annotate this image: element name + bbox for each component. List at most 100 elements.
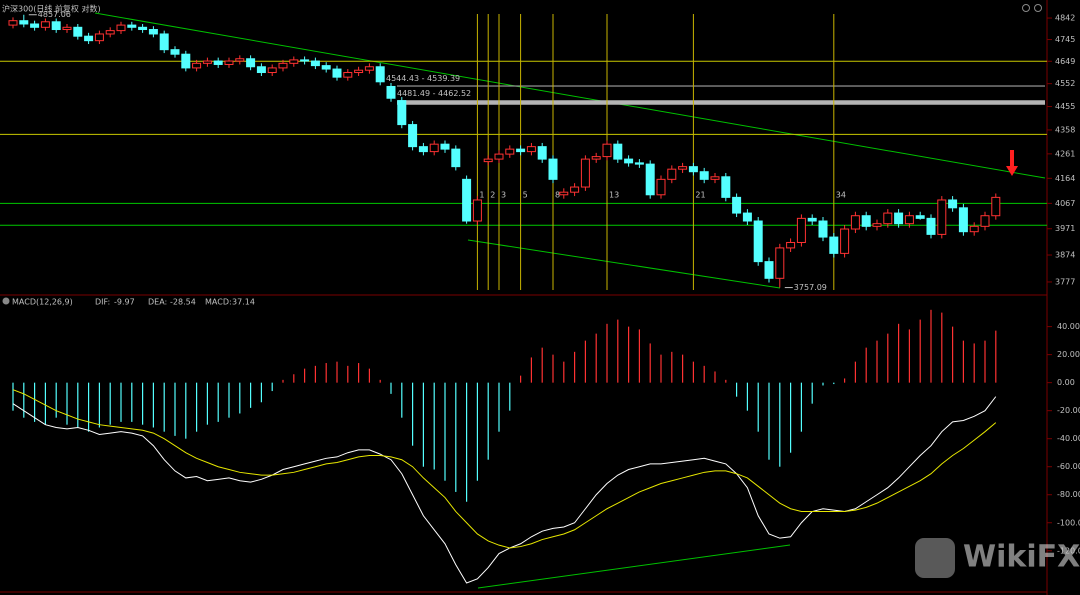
indicator-line xyxy=(12,396,997,584)
candle-body xyxy=(375,66,385,83)
y-tick-label: 0.00 xyxy=(1057,378,1075,387)
trend-line xyxy=(467,239,781,289)
candle-body xyxy=(386,85,396,99)
fib-label: 21 xyxy=(695,191,705,200)
candle-body xyxy=(278,62,288,69)
candle-body xyxy=(159,33,169,51)
candle-body xyxy=(958,207,968,233)
candle-body xyxy=(472,199,482,222)
candle-body xyxy=(753,220,763,263)
candle-body xyxy=(192,62,202,69)
candle-body xyxy=(570,186,580,193)
candle-body xyxy=(699,171,709,180)
candle-body xyxy=(267,67,277,74)
y-tick-label: -80.00 xyxy=(1057,490,1080,499)
candle-body xyxy=(408,124,418,148)
candle-body xyxy=(8,20,18,26)
fib-label: 1 xyxy=(479,191,484,200)
fib-label: 8 xyxy=(555,191,560,200)
candle-body xyxy=(289,59,299,64)
y-tick-label: -120.00 xyxy=(1057,546,1080,555)
candle-body xyxy=(300,59,310,62)
candle-body xyxy=(148,29,158,35)
candle-body xyxy=(354,69,364,74)
candle-body xyxy=(559,191,569,196)
candle-body xyxy=(40,21,50,28)
level-band xyxy=(397,100,1045,105)
candle-body xyxy=(602,143,612,158)
y-tick-label: -100.00 xyxy=(1057,518,1080,527)
candle-body xyxy=(51,21,61,31)
candle-body xyxy=(526,146,536,153)
y-tick-label: 3874 xyxy=(1055,251,1075,260)
candle-body xyxy=(894,212,904,225)
candle-body xyxy=(30,23,40,28)
fib-label: 34 xyxy=(836,191,846,200)
candle-body xyxy=(181,53,191,69)
candle-body xyxy=(94,33,104,42)
level-band xyxy=(397,85,1045,87)
candle-body xyxy=(678,166,688,170)
candle-body xyxy=(224,60,234,65)
candle-body xyxy=(872,223,882,227)
fib-label: 3 xyxy=(501,191,506,200)
candle-body xyxy=(634,162,644,165)
candle-body xyxy=(127,24,137,28)
indicator-icon xyxy=(2,297,10,305)
candle-body xyxy=(980,215,990,227)
legend-value: 37.14 xyxy=(232,298,255,307)
red-arrow xyxy=(1006,150,1018,176)
candle-body xyxy=(105,30,115,35)
legend-name: MACD: xyxy=(205,298,232,307)
extreme-label: 3757.09 xyxy=(794,283,827,292)
window-button[interactable] xyxy=(1022,4,1030,12)
candle-body xyxy=(116,24,126,32)
y-tick-label: 3971 xyxy=(1055,224,1075,233)
candle-body xyxy=(926,217,936,235)
candle-body xyxy=(829,236,839,254)
candle-body xyxy=(710,176,720,180)
legend-value: -9.97 xyxy=(114,298,135,307)
candle-body xyxy=(84,35,94,42)
candle-body xyxy=(364,66,374,71)
candle-body xyxy=(840,228,850,254)
y-tick-label: 20.00 xyxy=(1057,350,1080,359)
candle-body xyxy=(656,178,666,196)
candle-body xyxy=(937,199,947,235)
level-label: 4544.43 - 4539.39 xyxy=(386,74,460,83)
y-tick-label: -40.00 xyxy=(1057,434,1080,443)
candle-body xyxy=(580,158,590,188)
candle-body xyxy=(246,58,256,68)
extreme-label: 4857.06 xyxy=(38,10,71,19)
window-button[interactable] xyxy=(1034,4,1042,12)
candle-body xyxy=(721,176,731,198)
candle-body xyxy=(256,66,266,74)
candle-body xyxy=(505,148,515,155)
fib-label: 5 xyxy=(523,191,528,200)
candle-body xyxy=(235,58,245,62)
chart-title: 沪深300(日线 前复权 对数) xyxy=(2,4,101,14)
indicator-title: MACD(12,26,9) xyxy=(12,298,73,307)
candle-body xyxy=(915,215,925,219)
candle-body xyxy=(418,146,428,153)
candle-body xyxy=(343,72,353,78)
candle-body xyxy=(645,163,655,196)
candle-body xyxy=(321,65,331,70)
candle-body xyxy=(429,143,439,153)
legend-name: DIF: xyxy=(95,298,110,307)
y-tick-label: 4842 xyxy=(1055,14,1075,23)
candle-body xyxy=(786,241,796,249)
candle-body xyxy=(613,143,623,160)
y-tick-label: -20.00 xyxy=(1057,406,1080,415)
candle-body xyxy=(764,261,774,279)
candle-body xyxy=(19,20,29,25)
candle-body xyxy=(775,247,785,279)
candle-body xyxy=(516,148,526,153)
y-tick-label: 4745 xyxy=(1055,35,1075,44)
candle-body xyxy=(483,158,493,163)
candle-body xyxy=(591,156,601,160)
candle-body xyxy=(991,196,1001,217)
y-tick-label: 4067 xyxy=(1055,199,1075,208)
